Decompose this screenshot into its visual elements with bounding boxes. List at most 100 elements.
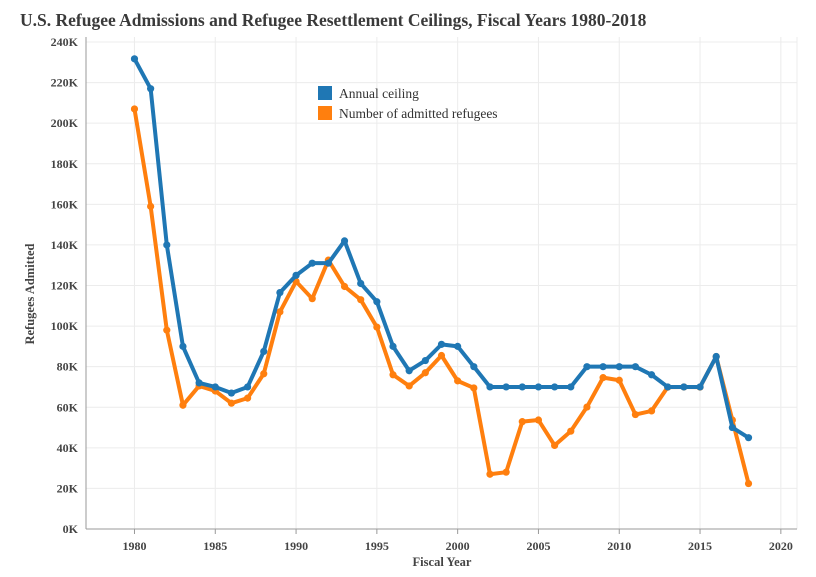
- data-point-annual-ceiling: [631, 363, 640, 371]
- data-point-annual-ceiling: [615, 363, 623, 371]
- data-point-annual-ceiling: [308, 259, 316, 267]
- data-point-annual-ceiling: [583, 363, 591, 371]
- data-point-annual-ceiling: [260, 347, 268, 356]
- data-point-annual-ceiling: [454, 342, 462, 350]
- data-point-annual-ceiling: [276, 289, 284, 297]
- data-point-annual-ceiling: [551, 383, 559, 391]
- data-point-annual-ceiling: [163, 241, 171, 249]
- y-tick-label: 240K: [51, 35, 79, 49]
- x-axis-ticks: 1980 1985 1990 1995 2000 2005 2010 2015 2020: [122, 539, 792, 553]
- data-point-number-of-admitted-refugees: [227, 399, 236, 407]
- data-point-annual-ceiling: [486, 383, 494, 391]
- data-point-annual-ceiling: [195, 379, 203, 387]
- data-point-annual-ceiling: [437, 340, 446, 348]
- data-point-number-of-admitted-refugees: [567, 427, 575, 435]
- data-point-number-of-admitted-refugees: [583, 403, 591, 411]
- data-point-number-of-admitted-refugees: [599, 374, 607, 382]
- x-tick-label: 1995: [365, 539, 389, 553]
- data-point-number-of-admitted-refugees: [308, 295, 316, 303]
- data-point-annual-ceiling: [664, 383, 672, 391]
- data-point-number-of-admitted-refugees: [340, 282, 349, 291]
- data-point-annual-ceiling: [680, 383, 688, 391]
- data-point-number-of-admitted-refugees: [130, 105, 139, 113]
- legend-swatch-admitted-refugees: [318, 106, 332, 120]
- legend: Annual ceiling Number of admitted refuge…: [318, 86, 498, 121]
- data-point-number-of-admitted-refugees: [470, 384, 478, 392]
- y-tick-label: 20K: [57, 481, 79, 495]
- data-point-annual-ceiling: [518, 383, 526, 391]
- legend-swatch-annual-ceiling: [318, 86, 332, 100]
- x-tick-label: 2020: [769, 539, 793, 553]
- data-point-annual-ceiling: [389, 342, 397, 350]
- y-tick-label: 220K: [51, 76, 79, 90]
- data-point-number-of-admitted-refugees: [276, 308, 284, 316]
- data-point-number-of-admitted-refugees: [486, 470, 494, 478]
- x-tick-label: 2005: [526, 539, 550, 553]
- x-axis-title: Fiscal Year: [413, 555, 472, 569]
- series-number-of-admitted-refugees: [130, 105, 753, 488]
- data-point-annual-ceiling: [405, 367, 413, 375]
- data-point-number-of-admitted-refugees: [454, 377, 462, 385]
- data-point-annual-ceiling: [567, 383, 575, 391]
- data-point-annual-ceiling: [599, 363, 607, 371]
- y-axis-title: Refugees Admitted: [23, 243, 37, 344]
- data-point-number-of-admitted-refugees: [405, 382, 413, 390]
- data-point-number-of-admitted-refugees: [631, 410, 640, 419]
- legend-label-admitted-refugees: Number of admitted refugees: [339, 106, 498, 121]
- y-tick-label: 60K: [57, 400, 79, 414]
- data-point-number-of-admitted-refugees: [260, 370, 268, 378]
- x-tick-label: 2010: [607, 539, 631, 553]
- series-layer: [130, 55, 753, 488]
- x-tick-label: 2000: [446, 539, 470, 553]
- data-point-annual-ceiling: [534, 383, 543, 391]
- y-tick-label: 40K: [57, 441, 79, 455]
- data-point-annual-ceiling: [744, 434, 753, 442]
- data-point-annual-ceiling: [696, 383, 704, 391]
- y-tick-label: 160K: [51, 197, 79, 211]
- data-point-annual-ceiling: [147, 85, 155, 93]
- y-tick-label: 200K: [51, 116, 79, 130]
- x-tick-label: 1985: [203, 539, 227, 553]
- data-point-annual-ceiling: [421, 356, 429, 365]
- y-axis-ticks: 0K 20K 40K 60K 80K 100K 120K 140K 160K 180K 200K 22…: [51, 35, 79, 536]
- data-point-number-of-admitted-refugees: [389, 371, 397, 379]
- series-annual-ceiling: [130, 55, 753, 442]
- series-line-number-of-admitted-refugees: [132, 106, 751, 486]
- chart-title: U.S. Refugee Admissions and Refugee Rese…: [20, 10, 647, 30]
- data-point-annual-ceiling: [728, 423, 736, 432]
- data-point-number-of-admitted-refugees: [647, 407, 656, 415]
- legend-label-annual-ceiling: Annual ceiling: [339, 86, 419, 101]
- data-point-annual-ceiling: [179, 342, 187, 350]
- data-point-number-of-admitted-refugees: [534, 416, 543, 424]
- data-point-annual-ceiling: [340, 237, 349, 245]
- data-point-number-of-admitted-refugees: [373, 323, 381, 331]
- data-point-number-of-admitted-refugees: [615, 376, 623, 384]
- data-point-number-of-admitted-refugees: [243, 394, 252, 402]
- y-tick-label: 100K: [51, 319, 79, 333]
- data-point-number-of-admitted-refugees: [357, 296, 365, 304]
- data-point-number-of-admitted-refugees: [179, 401, 187, 409]
- data-point-annual-ceiling: [243, 383, 252, 391]
- data-point-number-of-admitted-refugees: [551, 441, 559, 449]
- data-point-annual-ceiling: [324, 259, 332, 267]
- y-tick-label: 80K: [57, 360, 79, 374]
- y-tick-label: 120K: [51, 279, 79, 293]
- data-point-number-of-admitted-refugees: [502, 468, 510, 476]
- data-point-number-of-admitted-refugees: [744, 479, 753, 488]
- x-tick-label: 2015: [688, 539, 712, 553]
- axes: [85, 37, 798, 534]
- y-tick-label: 0K: [63, 522, 79, 536]
- data-point-annual-ceiling: [292, 271, 300, 279]
- data-point-number-of-admitted-refugees: [437, 351, 446, 360]
- data-point-number-of-admitted-refugees: [163, 326, 171, 334]
- data-point-number-of-admitted-refugees: [421, 369, 429, 377]
- y-tick-label: 180K: [51, 157, 79, 171]
- data-point-number-of-admitted-refugees: [147, 202, 155, 210]
- y-tick-label: 140K: [51, 238, 79, 252]
- data-point-number-of-admitted-refugees: [518, 418, 526, 426]
- data-point-annual-ceiling: [373, 298, 381, 306]
- data-point-annual-ceiling: [211, 383, 219, 391]
- x-tick-label: 1990: [284, 539, 308, 553]
- data-point-annual-ceiling: [470, 363, 478, 371]
